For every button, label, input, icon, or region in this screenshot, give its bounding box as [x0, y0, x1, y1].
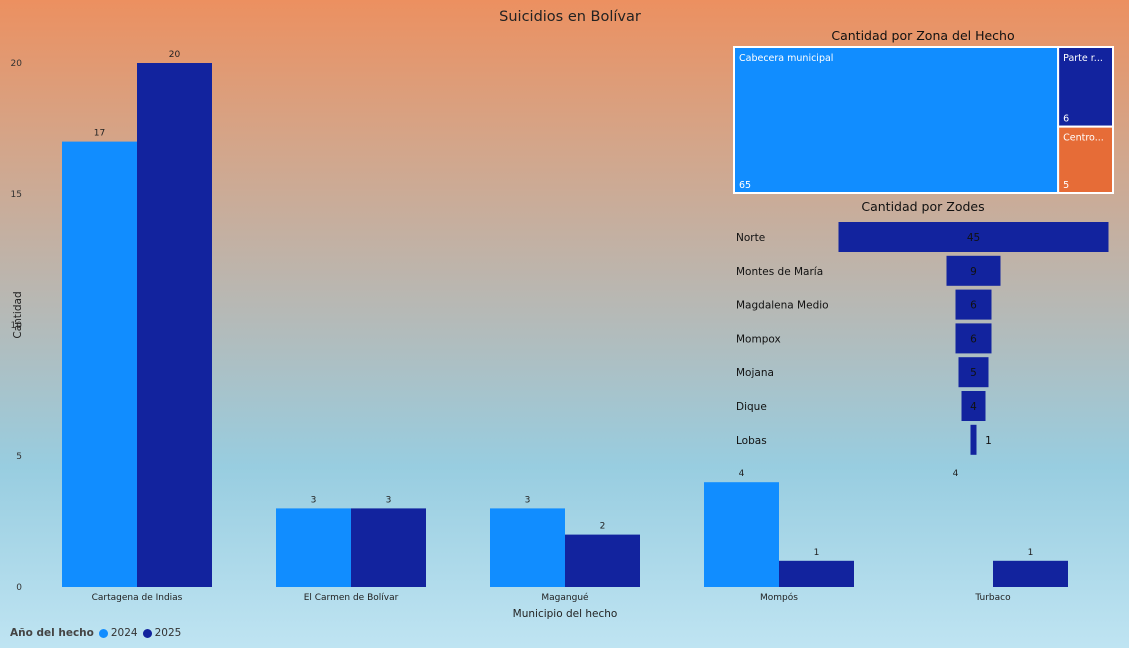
- funnel-category-label: Norte: [736, 232, 765, 244]
- bar-2024-el-carmen-de-bolivar[interactable]: [276, 508, 351, 587]
- treemap-cell-label: Cabecera municipal: [739, 53, 833, 64]
- x-tick-label: Turbaco: [974, 593, 1011, 603]
- data-label: 3: [525, 495, 531, 505]
- data-label: 3: [311, 495, 317, 505]
- x-tick-label: Mompós: [760, 592, 798, 603]
- treemap-cell-parte-r[interactable]: [1057, 46, 1115, 128]
- zona-treemap: Cantidad por Zona del Hecho Cabecera muni…: [733, 28, 1115, 194]
- funnel-value-label: 4: [970, 401, 977, 413]
- funnel-bar-lobas[interactable]: [970, 424, 977, 455]
- data-label: 20: [169, 50, 181, 60]
- legend: Año del hecho 2024 2025: [10, 627, 186, 639]
- x-axis-title: Municipio del hecho: [513, 608, 618, 620]
- funnel-category-label: Montes de María: [736, 266, 823, 278]
- y-axis-title: Cantidad: [12, 291, 24, 338]
- y-tick-label: 5: [16, 452, 22, 462]
- funnel-bar-mojana[interactable]: [958, 357, 989, 388]
- treemap-cell-centro[interactable]: [1057, 125, 1115, 194]
- dashboard-title: Suicidios en Bolívar: [499, 9, 641, 25]
- funnel-title: Cantidad por Zodes: [861, 199, 984, 214]
- funnel-category-label: Dique: [736, 401, 767, 413]
- treemap-cell-label: Centro...: [1063, 133, 1104, 144]
- treemap-title: Cantidad por Zona del Hecho: [831, 28, 1014, 43]
- x-tick-label: Cartagena de Indias: [92, 593, 183, 603]
- funnel-category-label: Magdalena Medio: [736, 300, 829, 312]
- legend-title: Año del hecho: [10, 627, 94, 639]
- funnel-bar-montes-de-maria[interactable]: [946, 255, 1001, 286]
- treemap-cell-value: 6: [1063, 114, 1069, 125]
- funnel-category-label: Lobas: [736, 435, 767, 447]
- legend-marker-2024: [98, 628, 108, 638]
- y-tick-label: 20: [11, 59, 23, 69]
- funnel-category-label: Mojana: [736, 367, 774, 379]
- legend-label-2025: 2025: [154, 627, 182, 639]
- funnel-value-label: 6: [970, 333, 977, 345]
- y-tick-label: 10: [11, 321, 23, 331]
- funnel-value-label: 9: [970, 266, 977, 278]
- bar-2024-cartagena-de-indias[interactable]: [62, 141, 137, 587]
- funnel-value-label: 5: [970, 367, 977, 379]
- bar-2024-magangue[interactable]: [490, 508, 565, 587]
- data-label: 4: [953, 469, 959, 479]
- funnel-bar-magdalena-medio[interactable]: [955, 289, 992, 320]
- data-label: 1: [1028, 548, 1034, 558]
- legend-item-2024[interactable]: 2024: [98, 627, 138, 639]
- funnel-bar-norte[interactable]: [838, 222, 1109, 252]
- data-label: 4: [739, 469, 745, 479]
- treemap-cell-label: Parte r...: [1063, 53, 1103, 64]
- funnel-value-label: 45: [967, 232, 980, 244]
- data-label: 2: [600, 522, 606, 532]
- bar-2025-magangue[interactable]: [565, 534, 640, 587]
- funnel-category-label: Mompox: [736, 333, 781, 345]
- funnel-bar-mompox[interactable]: [955, 323, 992, 354]
- legend-item-2025[interactable]: 2025: [142, 627, 182, 639]
- y-tick-label: 15: [11, 190, 22, 200]
- funnel-bar-dique[interactable]: [961, 391, 986, 421]
- legend-label-2024: 2024: [110, 627, 138, 639]
- treemap-cell-value: 65: [739, 180, 751, 191]
- funnel-value-label: 1: [985, 435, 992, 447]
- x-tick-label: El Carmen de Bolívar: [304, 593, 399, 603]
- data-label: 1: [814, 548, 820, 558]
- treemap-cell-cabecera-municipal[interactable]: [733, 46, 1060, 194]
- bar-2025-el-carmen-de-bolivar[interactable]: [351, 508, 426, 587]
- x-tick-label: Magangué: [541, 592, 589, 603]
- bar-2024-mompos[interactable]: [704, 482, 779, 587]
- bar-2025-turbaco[interactable]: [993, 560, 1068, 587]
- bar-2025-mompos[interactable]: [779, 560, 854, 587]
- legend-marker-2025: [142, 628, 152, 638]
- bar-2025-cartagena-de-indias[interactable]: [137, 63, 212, 587]
- data-label: 3: [386, 495, 392, 505]
- funnel-value-label: 6: [970, 300, 977, 312]
- data-label: 17: [94, 129, 105, 139]
- treemap-cell-value: 5: [1063, 180, 1069, 191]
- y-tick-label: 0: [16, 583, 22, 593]
